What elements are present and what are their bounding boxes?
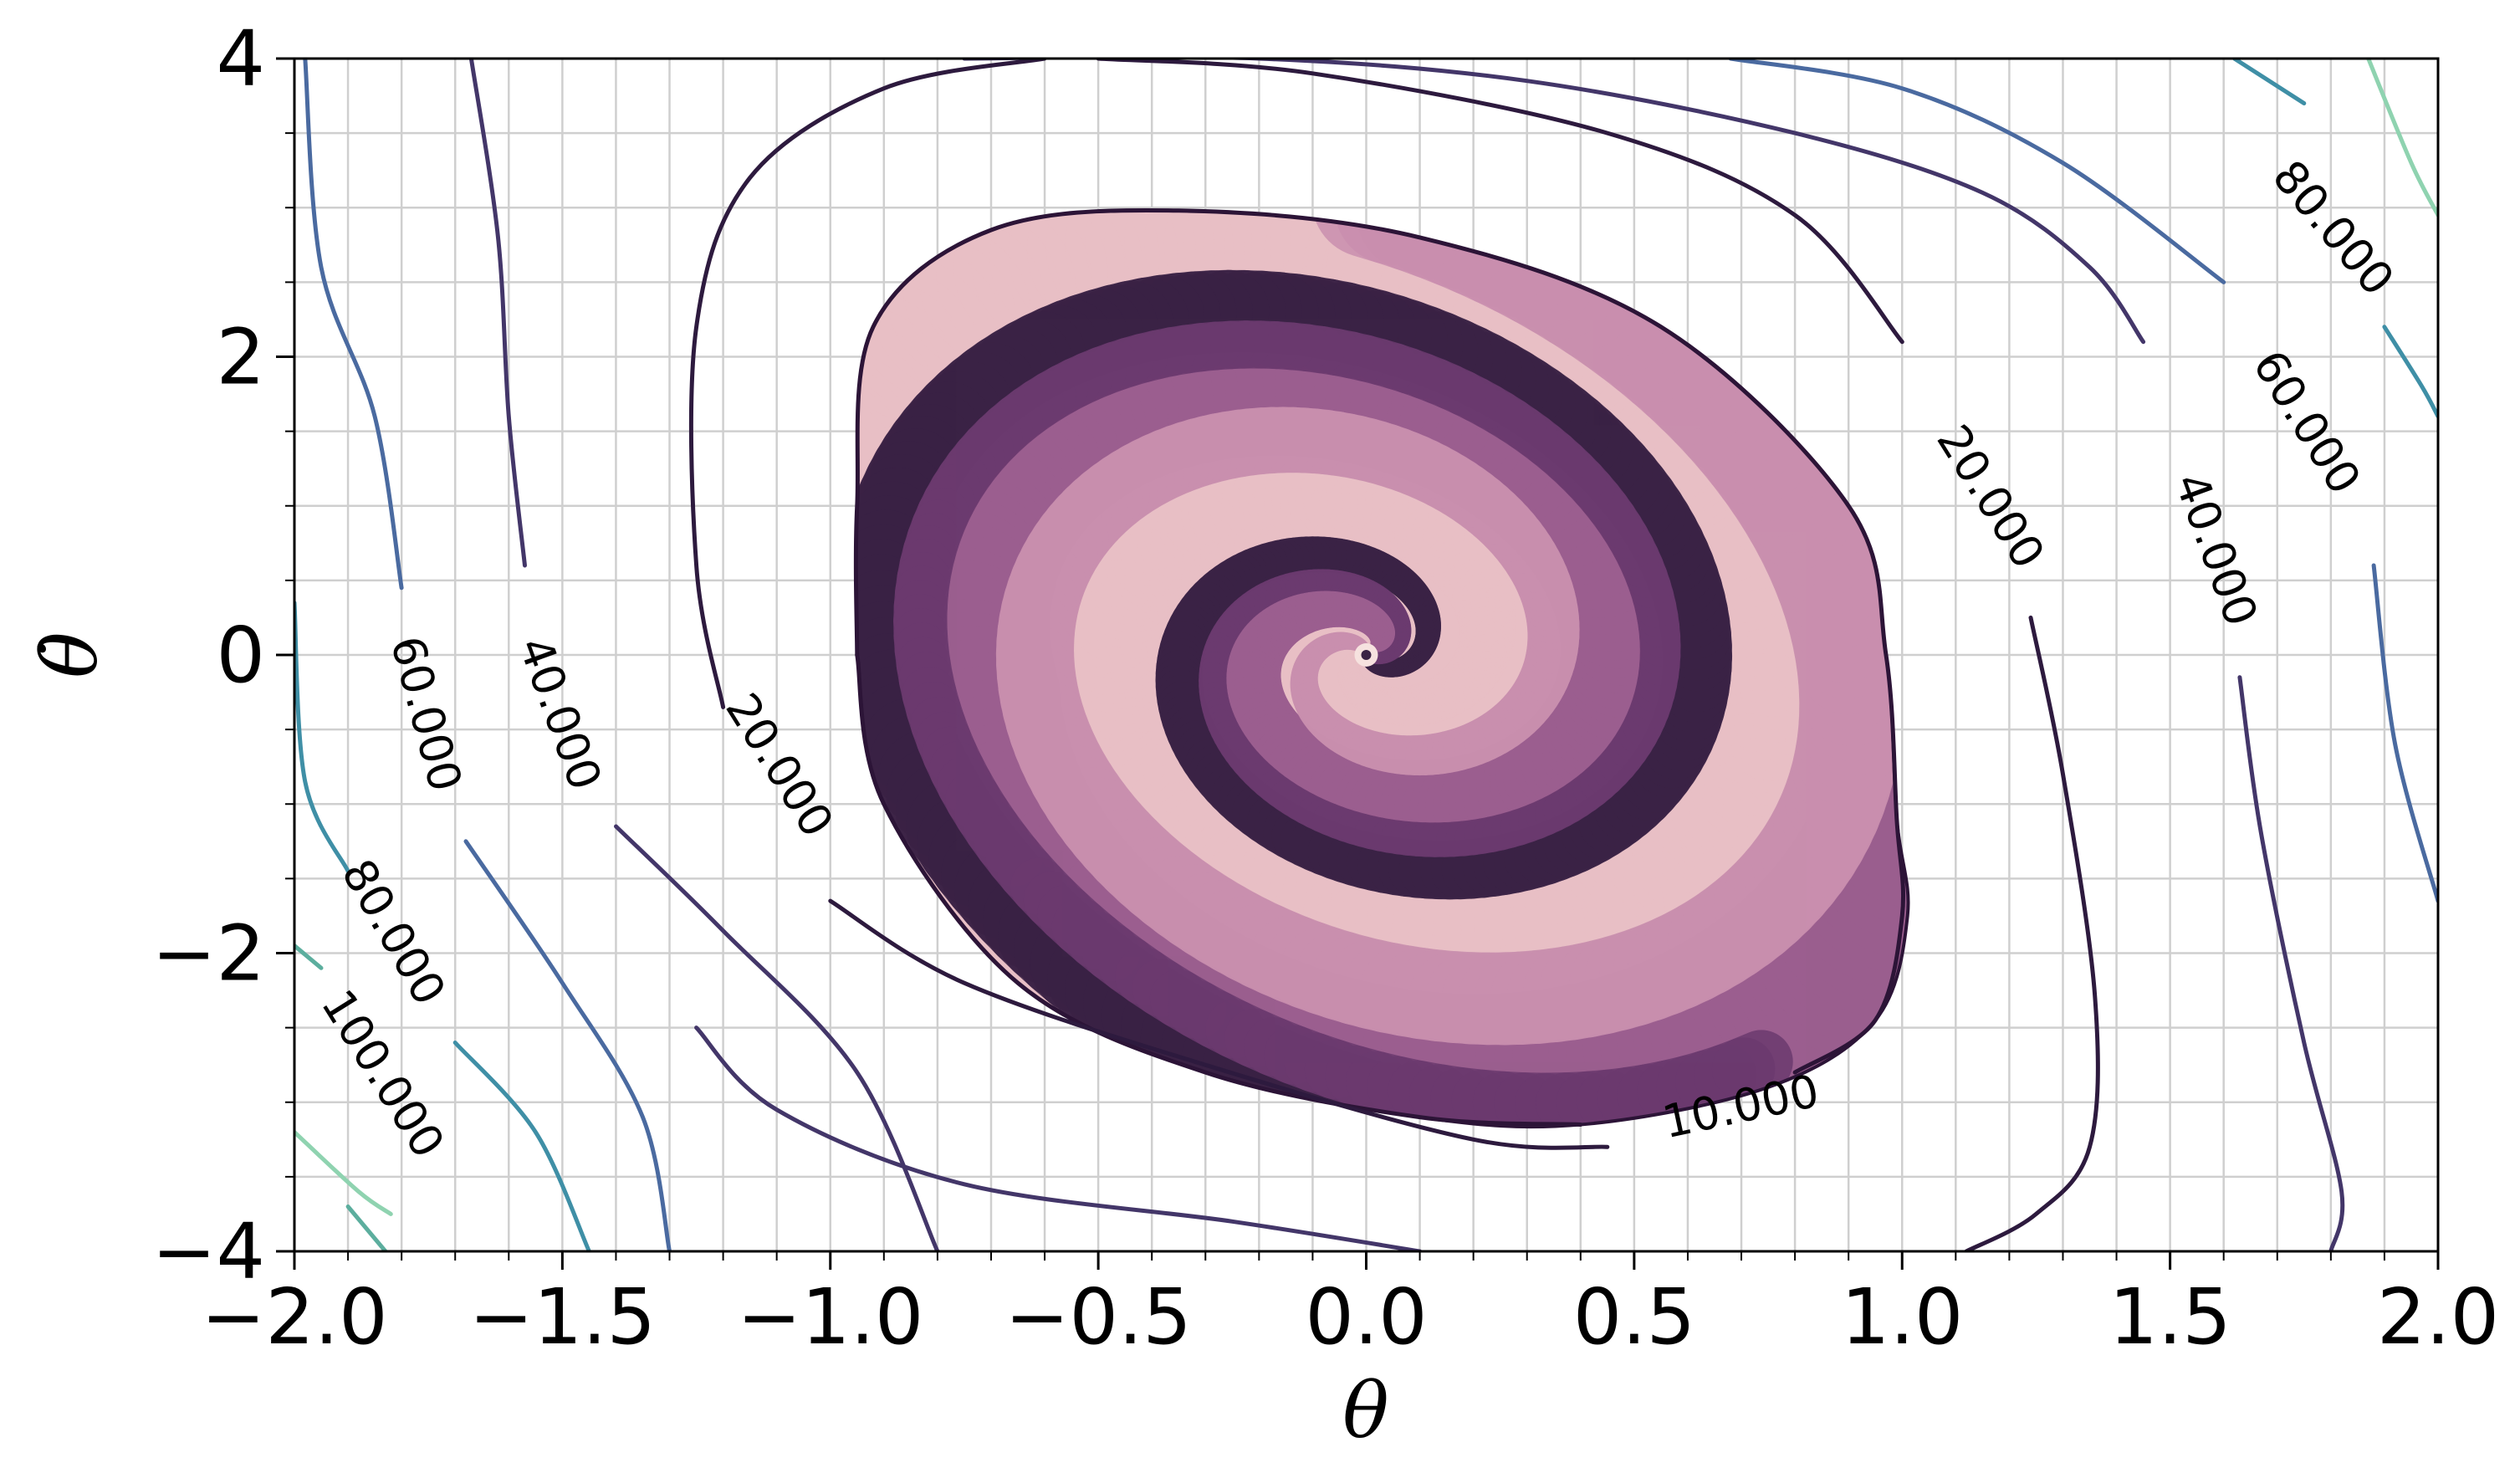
contour-line-40 [694,1025,1423,1251]
contour-line-60 [2371,563,2438,903]
contour-line-120 [294,1129,393,1216]
contour-line-40 [468,59,527,568]
x-tick-label: −2.0 [201,1272,387,1362]
y-tick-label: 4 [216,14,265,104]
contour-line-100 [294,944,324,970]
contour-line-10 [853,207,1906,1075]
x-tick-label: 0.0 [1305,1272,1427,1362]
x-tick-label: −0.5 [1004,1272,1191,1362]
contour-line-20 [1096,59,1904,345]
contour-line-40 [614,824,940,1251]
contour-line-80 [294,601,350,873]
x-tick-label: −1.0 [737,1272,923,1362]
x-tick-label: −1.5 [469,1272,656,1362]
contour-line-80 [452,1041,591,1251]
contour-line-80 [2232,59,2307,105]
y-tick-label: −2 [151,909,265,999]
contour-line-20 [688,59,1047,709]
contour-line-80 [2382,325,2438,419]
contour-line-120 [2366,59,2438,217]
contour-line-40 [2237,675,2345,1251]
x-tick-label: 1.5 [2109,1272,2231,1362]
contour-line-60 [1728,59,2226,284]
x-axis-ticks: −2.0 −1.5 −1.0 −0.5 0.0 0.5 1.0 1.5 2.0 [201,1251,2499,1362]
spiral-bands [856,210,1909,1128]
x-tick-label: 2.0 [2377,1272,2499,1362]
spiral-segment [1711,1030,1793,1101]
contour-line-100 [345,1204,388,1251]
y-tick-label: 2 [216,313,265,402]
spiral-center-dot [1361,650,1372,660]
y-axis-ticks: −4 −2 0 2 4 [151,14,294,1296]
contour-lines [294,59,2438,1251]
contour-line-60 [303,59,404,591]
contour-line-60 [463,839,672,1251]
y-axis-label: θ̇ [25,632,115,678]
y-tick-label: 0 [216,611,265,700]
x-tick-label: 0.5 [1573,1272,1695,1362]
contour-line-20 [1964,615,2100,1251]
x-axis-label: θ [1342,1366,1388,1455]
x-tick-label: 1.0 [1841,1272,1963,1362]
contour-line-20 [828,898,1610,1150]
trajectory-region [854,208,1910,1129]
y-tick-label: −4 [151,1207,265,1296]
contour-line-40 [962,59,2146,345]
